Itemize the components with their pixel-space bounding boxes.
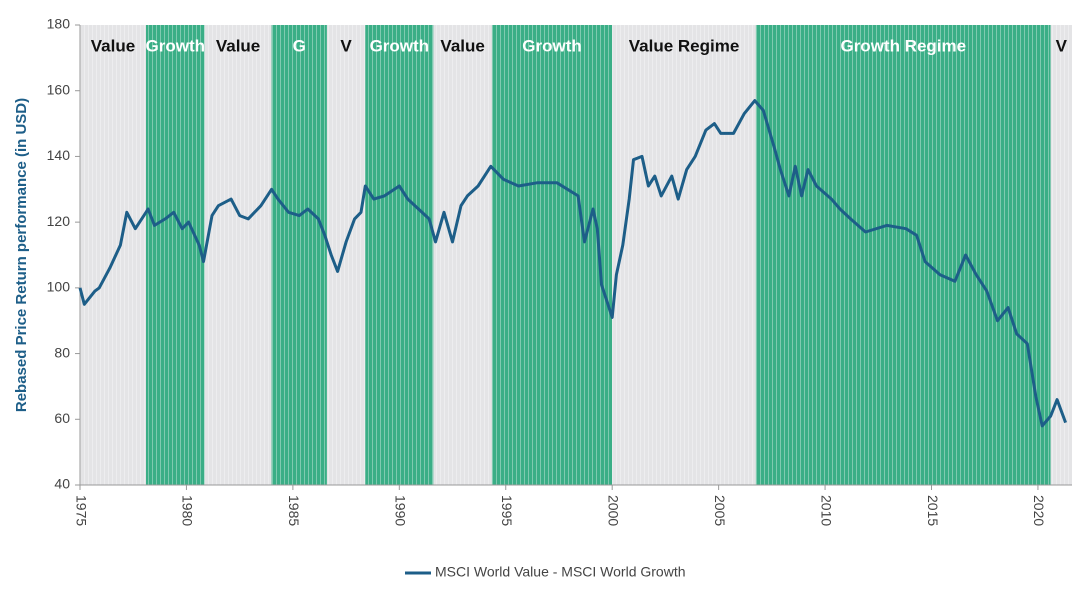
x-tick-label: 2015: [925, 495, 941, 526]
y-tick-label: 160: [47, 81, 71, 97]
y-axis-title: Rebased Price Return performance (in USD…: [13, 98, 30, 412]
band-label: Value: [91, 36, 135, 55]
y-tick-label: 80: [54, 344, 70, 360]
legend-label: MSCI World Value - MSCI World Growth: [435, 564, 686, 580]
x-tick-label: 1995: [499, 495, 515, 526]
y-tick-label: 40: [54, 476, 70, 492]
band-label: Value Regime: [629, 36, 740, 55]
band-label: V: [340, 36, 352, 55]
series-line: [78, 99, 1068, 428]
plot: Value Growth Value G V Growth Value Growth Value…: [47, 16, 1072, 580]
x-tick-label: 1980: [180, 495, 196, 526]
band-label: V: [1056, 36, 1068, 55]
x-tick-label: 1985: [286, 495, 302, 526]
band-label: Value: [216, 36, 260, 55]
x-tick-label: 1990: [393, 495, 409, 526]
x-tick-label: 2000: [605, 495, 621, 526]
band-label: Growth: [146, 36, 206, 55]
y-tick-label: 100: [47, 279, 71, 295]
x-tick-label: 2020: [1031, 495, 1047, 526]
y-tick-label: 60: [54, 410, 70, 426]
x-tick-label: 2010: [818, 495, 834, 526]
x-tick-label: 2005: [712, 495, 728, 526]
y-tick-label: 140: [47, 147, 71, 163]
band-label: Growth: [522, 36, 582, 55]
band-label: Growth: [370, 36, 430, 55]
band-label: Value: [440, 36, 484, 55]
band-label: Growth Regime: [840, 36, 966, 55]
y-tick-label: 180: [47, 16, 71, 32]
band-label: G: [293, 36, 306, 55]
band-texture: [80, 25, 1072, 485]
x-tick-label: 1975: [73, 495, 89, 526]
y-tick-label: 120: [47, 213, 71, 229]
